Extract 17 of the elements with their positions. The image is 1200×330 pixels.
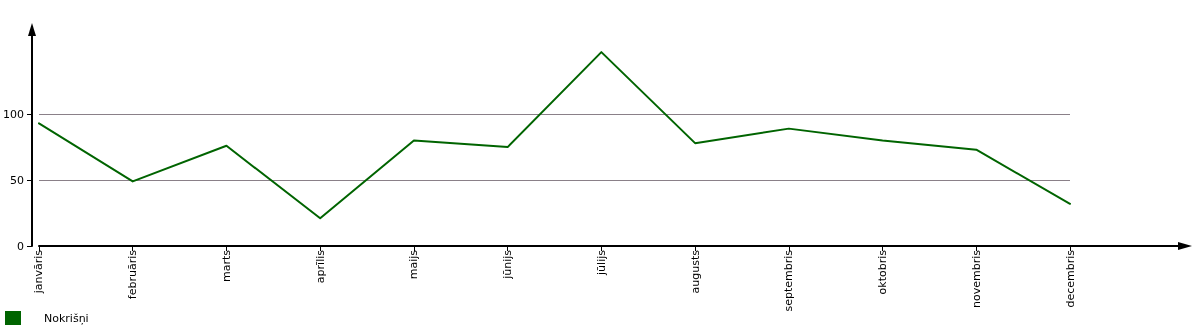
x-tick-label: aprīlis	[313, 249, 327, 284]
x-tick-label: decembris	[1063, 249, 1077, 308]
y-tick-label: 50	[10, 173, 24, 187]
x-tick-label: janvāris	[32, 249, 46, 295]
x-tick-label: maijs	[407, 249, 421, 280]
x-tick-label: marts	[219, 249, 233, 283]
y-tick-label: 0	[17, 239, 24, 253]
x-tick-label: jūlijs	[594, 249, 608, 276]
x-tick-label: augusts	[688, 249, 702, 294]
x-tick-label: jūnijs	[501, 249, 515, 280]
x-tick-label: novembris	[969, 249, 983, 308]
x-tick-label: oktobris	[876, 249, 890, 295]
y-tick-label: 100	[3, 107, 24, 121]
x-tick-label: septembris	[782, 249, 796, 312]
line-series	[38, 51, 1071, 220]
x-tick-label: februāris	[126, 249, 140, 300]
legend-label: Nokrišņi	[44, 311, 89, 325]
